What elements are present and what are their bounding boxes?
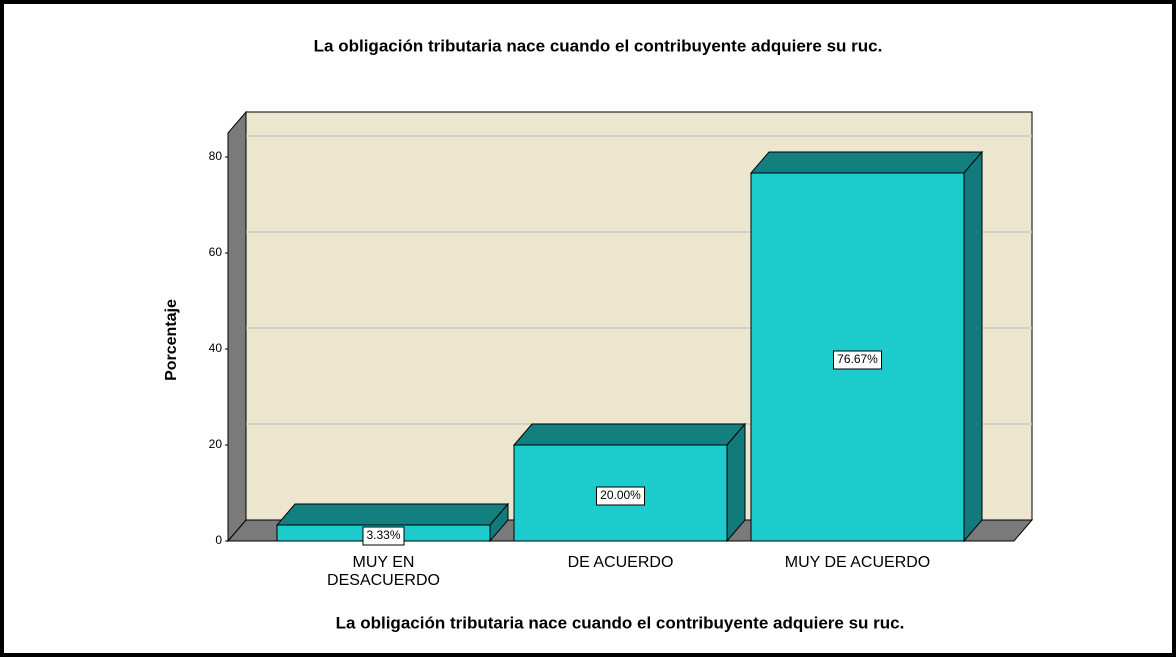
data-label: 76.67% bbox=[837, 352, 878, 366]
bar bbox=[749, 150, 984, 543]
x-tick-label: DE ACUERDO bbox=[568, 554, 674, 571]
y-tick-label: 60 bbox=[209, 245, 223, 259]
data-label-box bbox=[596, 486, 645, 506]
data-label: 20.00% bbox=[600, 488, 641, 502]
data-label: 3.33% bbox=[366, 528, 400, 542]
y-tick-label: 0 bbox=[215, 533, 222, 547]
y-axis-title: Porcentaje bbox=[163, 299, 180, 381]
bar-side bbox=[726, 422, 746, 543]
data-label-box bbox=[833, 350, 882, 370]
left-wall bbox=[227, 110, 247, 543]
bar-top bbox=[749, 151, 984, 174]
bar-side bbox=[489, 502, 509, 543]
x-tick-label-line: MUY EN bbox=[353, 554, 415, 571]
bar-top bbox=[512, 423, 747, 446]
x-tick-label: MUY DE ACUERDO bbox=[785, 554, 931, 571]
data-label-box bbox=[362, 526, 405, 546]
x-tick-label-line: DESACUERDO bbox=[327, 572, 440, 589]
y-tick-label: 80 bbox=[209, 149, 223, 163]
y-tick-label: 40 bbox=[209, 341, 223, 355]
y-tick-label: 20 bbox=[209, 437, 223, 451]
bar bbox=[512, 422, 747, 543]
bar-side bbox=[963, 150, 983, 543]
chart-title: La obligación tributaria nace cuando el … bbox=[314, 36, 883, 55]
x-axis-title: La obligación tributaria nace cuando el … bbox=[336, 613, 905, 632]
bar-top bbox=[275, 503, 510, 526]
x-tick-label: MUY EN DESACUERDO bbox=[327, 554, 440, 589]
